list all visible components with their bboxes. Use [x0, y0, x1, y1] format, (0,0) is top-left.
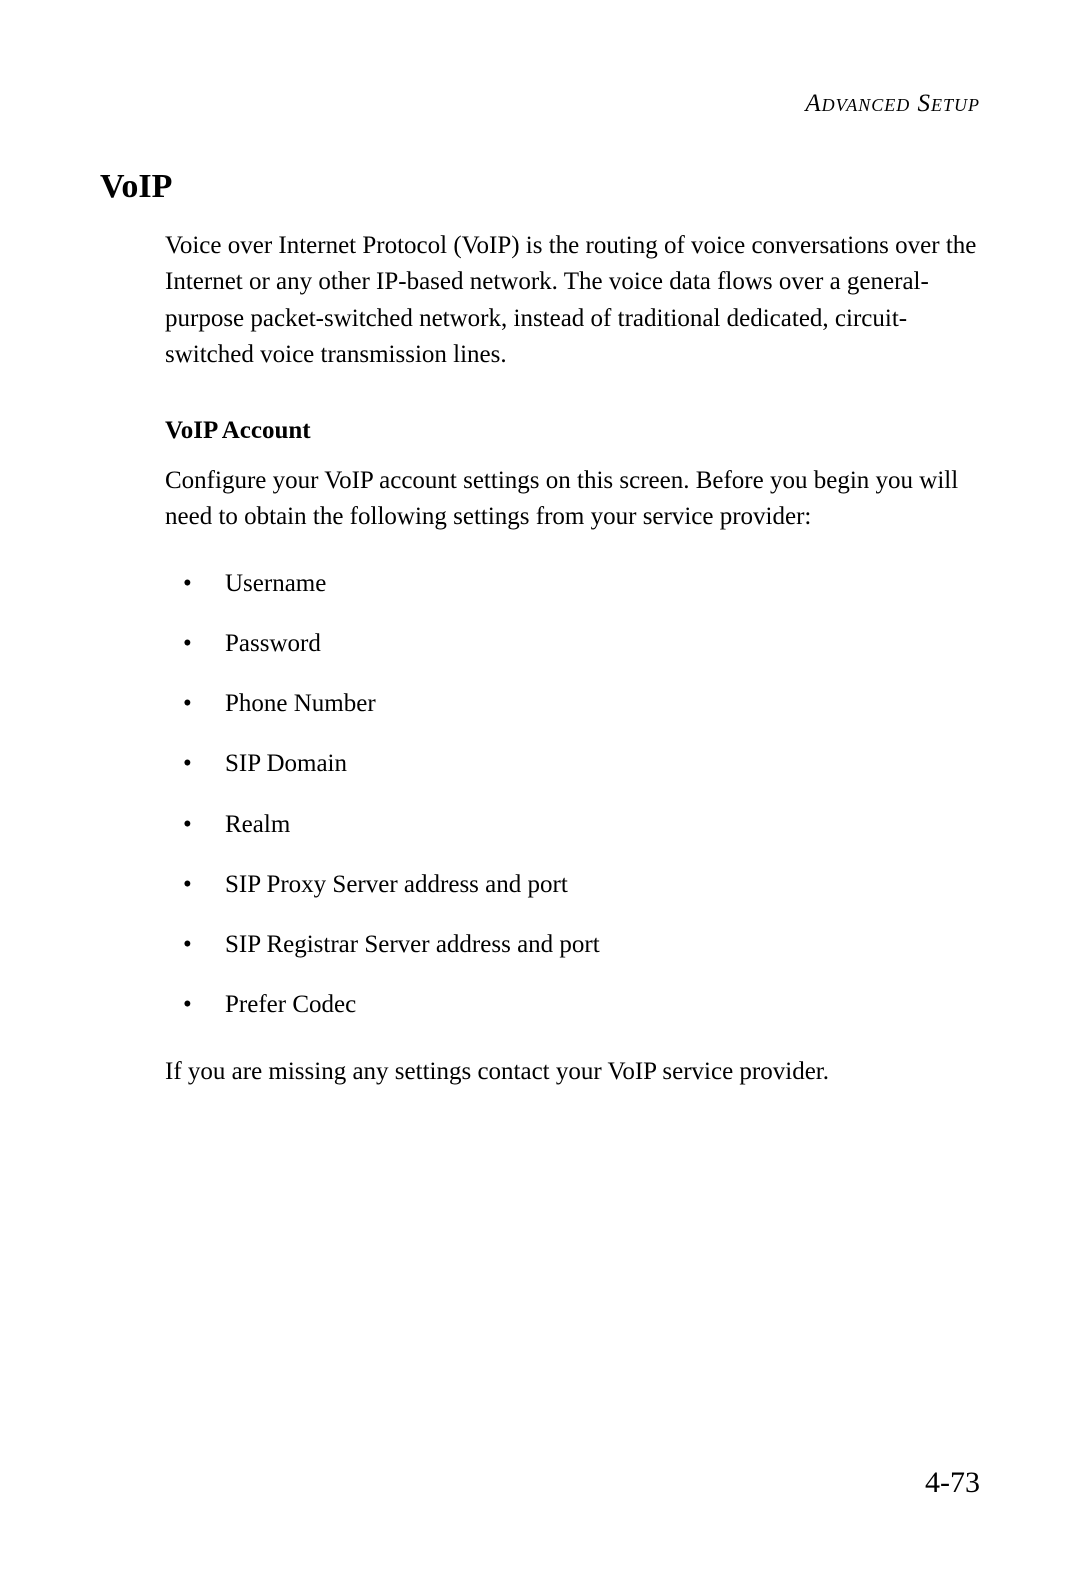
subsection-intro: Configure your VoIP account settings on … [165, 463, 980, 536]
page-number: 4-73 [925, 1466, 980, 1500]
list-item: Realm [165, 807, 980, 843]
section-title: VoIP [100, 168, 980, 206]
running-header: Advanced Setup [100, 90, 980, 118]
list-item: Prefer Codec [165, 987, 980, 1023]
body-block: Voice over Internet Protocol (VoIP) is t… [165, 228, 980, 1090]
list-item: SIP Proxy Server address and port [165, 867, 980, 903]
list-item: Username [165, 566, 980, 602]
list-item: Phone Number [165, 686, 980, 722]
list-item: SIP Domain [165, 746, 980, 782]
page-container: Advanced Setup VoIP Voice over Internet … [0, 0, 1080, 1570]
subsection-closing: If you are missing any settings contact … [165, 1054, 980, 1090]
list-item: SIP Registrar Server address and port [165, 927, 980, 963]
subsection-title: VoIP Account [165, 417, 980, 445]
settings-list: Username Password Phone Number SIP Domai… [165, 566, 980, 1024]
section-intro: Voice over Internet Protocol (VoIP) is t… [165, 228, 980, 373]
list-item: Password [165, 626, 980, 662]
